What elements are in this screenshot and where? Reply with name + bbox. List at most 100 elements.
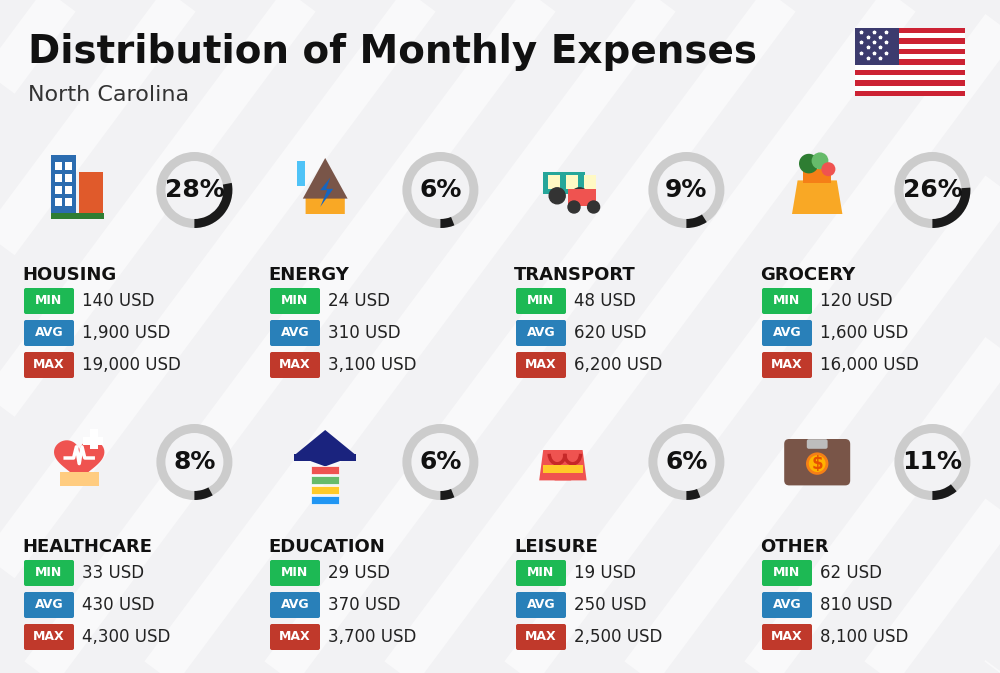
Text: 310 USD: 310 USD [328,324,401,342]
Circle shape [568,201,580,213]
Bar [855,75,965,80]
Text: 140 USD: 140 USD [82,292,154,310]
Text: 62 USD: 62 USD [820,564,882,582]
Bar [855,59,965,65]
FancyBboxPatch shape [762,352,812,378]
Text: 250 USD: 250 USD [574,596,646,614]
Bar [855,80,965,85]
Bar [855,49,965,54]
Text: Distribution of Monthly Expenses: Distribution of Monthly Expenses [28,33,757,71]
Wedge shape [440,489,454,500]
Bar [297,161,305,186]
Bar [855,28,899,65]
Bar [55,198,62,206]
FancyBboxPatch shape [516,288,566,314]
Bar [855,85,965,91]
Circle shape [549,188,565,204]
Bar [83,437,103,445]
Text: 16,000 USD: 16,000 USD [820,356,919,374]
Bar [51,213,104,219]
Text: MIN: MIN [35,567,63,579]
Text: 6%: 6% [419,178,462,202]
Text: LEISURE: LEISURE [514,538,598,556]
Text: 370 USD: 370 USD [328,596,400,614]
FancyBboxPatch shape [24,288,74,314]
Bar [65,174,72,182]
Text: MAX: MAX [33,359,65,371]
Circle shape [903,433,961,491]
Wedge shape [648,424,724,500]
Text: AVG: AVG [773,598,801,612]
Text: HEALTHCARE: HEALTHCARE [22,538,152,556]
Bar [559,465,583,473]
Circle shape [903,161,961,219]
Text: MIN: MIN [527,567,555,579]
Text: MIN: MIN [527,295,555,308]
Bar [311,497,339,504]
Text: 3,100 USD: 3,100 USD [328,356,416,374]
Text: 2,500 USD: 2,500 USD [574,628,662,646]
Text: 26%: 26% [903,178,962,202]
Polygon shape [539,450,571,481]
Text: AVG: AVG [281,326,309,339]
Bar [855,65,965,70]
Wedge shape [932,485,957,500]
Text: 33 USD: 33 USD [82,564,144,582]
Text: 120 USD: 120 USD [820,292,893,310]
Text: 620 USD: 620 USD [574,324,646,342]
FancyBboxPatch shape [516,352,566,378]
Bar [855,54,965,59]
Bar [294,454,356,461]
Polygon shape [306,161,345,214]
Bar [60,472,99,486]
Text: 9%: 9% [665,178,708,202]
FancyBboxPatch shape [270,288,320,314]
FancyBboxPatch shape [516,592,566,618]
Text: 11%: 11% [902,450,962,474]
FancyBboxPatch shape [24,592,74,618]
Wedge shape [156,424,232,500]
Circle shape [411,433,469,491]
Bar [79,172,103,214]
Text: 6,200 USD: 6,200 USD [574,356,662,374]
Text: 19,000 USD: 19,000 USD [82,356,181,374]
Circle shape [588,201,600,213]
Text: MAX: MAX [525,631,557,643]
Text: 19 USD: 19 USD [574,564,636,582]
Bar [855,33,965,38]
FancyBboxPatch shape [516,560,566,586]
Circle shape [799,154,819,174]
Wedge shape [648,152,724,228]
Text: MIN: MIN [281,567,309,579]
Text: MIN: MIN [35,295,63,308]
Text: MAX: MAX [525,359,557,371]
Text: TRANSPORT: TRANSPORT [514,266,636,284]
Text: ENERGY: ENERGY [268,266,349,284]
Text: EDUCATION: EDUCATION [268,538,385,556]
FancyBboxPatch shape [270,352,320,378]
Text: MAX: MAX [33,631,65,643]
Circle shape [657,161,715,219]
Bar [311,487,339,495]
FancyBboxPatch shape [762,320,812,346]
Polygon shape [54,440,104,483]
Text: MAX: MAX [771,359,803,371]
Text: OTHER: OTHER [760,538,829,556]
Text: 8,100 USD: 8,100 USD [820,628,908,646]
FancyBboxPatch shape [807,439,828,449]
Text: 4,300 USD: 4,300 USD [82,628,170,646]
FancyBboxPatch shape [24,352,74,378]
Circle shape [657,433,715,491]
Text: AVG: AVG [527,326,555,339]
Bar [548,175,560,189]
Bar [803,169,831,183]
Wedge shape [194,183,232,228]
FancyBboxPatch shape [784,439,850,485]
Bar [65,162,72,170]
FancyBboxPatch shape [270,592,320,618]
Text: 28%: 28% [165,178,224,202]
FancyBboxPatch shape [762,624,812,650]
Bar [90,429,98,449]
Circle shape [821,162,835,176]
Text: 8%: 8% [173,450,216,474]
